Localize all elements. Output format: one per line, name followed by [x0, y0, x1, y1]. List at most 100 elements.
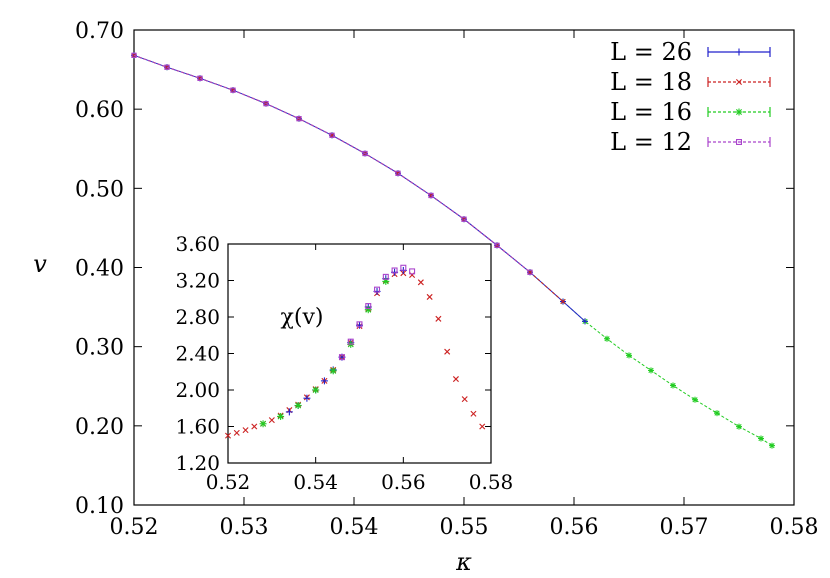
inset-data-point: [461, 396, 468, 403]
inset-data-point: [347, 338, 354, 345]
inset-data-point: [303, 394, 311, 402]
main-plot-marks: [131, 52, 775, 449]
x-tick-label: 0.56: [550, 515, 599, 540]
inset-y-tick-label: 2.80: [175, 305, 220, 329]
inset-data-point: [285, 408, 293, 416]
inset-data-point: [268, 417, 275, 424]
inset-x-tick-label: 0.56: [381, 470, 426, 494]
inset-x-tick-label: 0.54: [293, 470, 338, 494]
inset-x-tick-label: 0.58: [469, 470, 514, 494]
x-tick-label: 0.52: [110, 515, 159, 540]
inset-data-point: [259, 420, 267, 428]
data-point: [494, 242, 500, 248]
inset-data-point: [320, 377, 328, 385]
data-point: [604, 335, 610, 342]
legend-marker: [735, 108, 743, 116]
inset-data-point: [479, 423, 486, 430]
data-point: [758, 435, 764, 442]
data-point: [428, 192, 434, 199]
legend-label: L = 26: [610, 38, 692, 66]
data-point: [560, 298, 566, 305]
data-point: [714, 410, 720, 417]
main-tick-labels: 0.52 0.53 0.54 0.55 0.56 0.57 0.58 0.10 0.20 0.30…: [75, 19, 818, 540]
data-point: [582, 318, 588, 325]
inset-x-tick-label: 0.52: [206, 470, 251, 494]
data-point: [131, 52, 137, 58]
legend: L = 26L = 18L = 16L = 12: [610, 38, 771, 156]
y-tick-label: 0.50: [75, 177, 124, 202]
legend-marker: [735, 139, 742, 146]
data-point: [527, 269, 533, 275]
y-axis-label: v: [33, 250, 47, 278]
main-plot-frame: [133, 29, 795, 506]
inset-data-point: [365, 303, 372, 310]
y-tick-label: 0.30: [75, 336, 124, 361]
inset-y-tick-label: 3.60: [175, 232, 220, 256]
series-line-3: [133, 54, 531, 273]
inset-tick-labels: 0.52 0.54 0.56 0.58 1.20 1.60 2.00 2.40 2.80 3.20…: [175, 232, 513, 494]
inset-y-tick-label: 1.60: [175, 415, 220, 439]
y-tick-label: 0.60: [75, 98, 124, 123]
inset-data-point: [417, 279, 424, 286]
data-point: [230, 87, 236, 93]
inset-data-point: [382, 273, 389, 280]
data-point: [230, 87, 236, 93]
data-point: [670, 382, 676, 389]
inset-data-point: [242, 427, 249, 434]
inset-y-tick-label: 2.00: [175, 378, 220, 402]
x-tick-label: 0.58: [770, 515, 819, 540]
y-tick-label: 0.10: [75, 494, 124, 519]
x-tick-label: 0.57: [660, 515, 709, 540]
inset-data-point: [224, 432, 232, 439]
inset-data-point: [391, 267, 398, 274]
inset-y-tick-label: 2.40: [175, 342, 220, 366]
inset-data-point: [452, 376, 459, 383]
data-point: [692, 396, 698, 403]
inset-data-point: [409, 272, 416, 279]
inset-data-point: [312, 386, 320, 394]
data-point: [395, 170, 401, 176]
x-axis-label: κ: [455, 548, 472, 576]
data-point: [164, 64, 170, 70]
inset-plot-marks: [224, 243, 492, 464]
x-tick-label: 0.54: [330, 515, 379, 540]
y-tick-label: 0.20: [75, 415, 124, 440]
inset-data-point: [277, 412, 285, 420]
data-point: [648, 367, 654, 374]
inset-data-point: [400, 264, 407, 271]
inset-y-tick-label: 1.20: [175, 451, 220, 475]
inset-data-point: [444, 348, 451, 355]
inset-data-point: [233, 429, 240, 436]
inset-data-point: [435, 315, 442, 322]
legend-marker: [735, 48, 743, 56]
y-tick-label: 0.40: [75, 257, 124, 282]
data-point: [626, 352, 632, 359]
data-point: [197, 75, 203, 81]
inset-plot-frame: [227, 243, 492, 464]
data-point: [197, 75, 203, 81]
x-tick-label: 0.53: [220, 515, 269, 540]
data-point: [461, 216, 467, 222]
inset-data-point: [329, 367, 337, 375]
inset-data-point: [364, 306, 372, 314]
legend-label: L = 16: [610, 98, 692, 126]
data-point: [263, 100, 269, 107]
legend-marker: [735, 78, 743, 86]
data-point: [736, 423, 742, 430]
inset-data-point: [374, 286, 381, 293]
inset-y-tick-label: 3.20: [175, 269, 220, 293]
inset-data-point: [294, 402, 302, 410]
y-tick-label: 0.70: [75, 19, 124, 44]
data-point: [329, 132, 335, 138]
data-point: [329, 132, 335, 138]
inset-data-point: [426, 293, 433, 300]
x-tick-label: 0.55: [440, 515, 489, 540]
legend-label: L = 18: [610, 68, 692, 96]
inset-data-point: [356, 321, 363, 328]
data-point: [362, 150, 368, 157]
data-point: [296, 116, 302, 122]
inset-data-point: [470, 410, 477, 417]
data-point: [769, 442, 775, 449]
inset-data-point: [251, 423, 258, 430]
